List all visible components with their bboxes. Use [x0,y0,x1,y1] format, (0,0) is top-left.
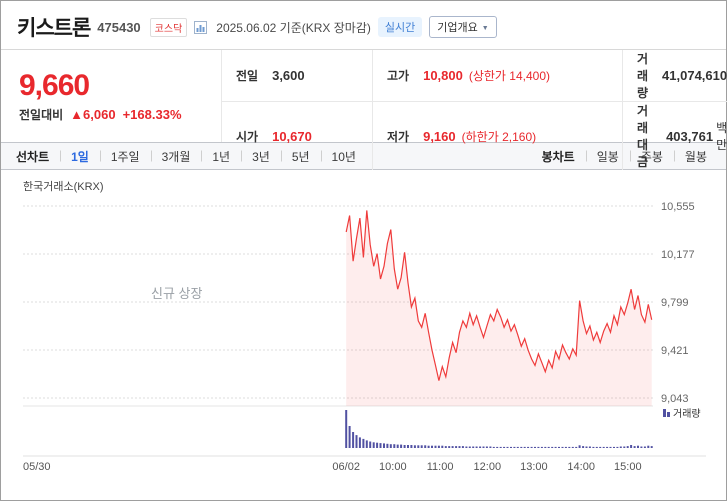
low-label: 저가 [387,129,410,144]
svg-text:한국거래소(KRX): 한국거래소(KRX) [23,180,104,193]
chevron-down-icon [482,21,489,33]
stock-code: 475430 [97,19,141,35]
period-tabs-group: 1일 1주일 3개월 1년 3년 5년 10년 [60,143,367,169]
svg-text:14:00: 14:00 [567,461,595,473]
tab-period-5년[interactable]: 5년 [281,143,321,169]
mini-chart-icon [194,20,208,34]
trade-value-value: 403,761 [666,128,714,144]
tab-period-3개월[interactable]: 3개월 [151,143,202,169]
tab-period-1일[interactable]: 1일 [60,143,100,169]
volume-label: 거래량 [637,52,649,100]
tab-period-1주일[interactable]: 1주일 [100,143,151,169]
change-value: 6,060 [83,107,116,122]
market-badge: 코스닥 [149,17,188,37]
svg-text:9,421: 9,421 [661,345,689,357]
realtime-badge[interactable]: 실시간 [377,17,423,37]
stock-chart: 10,555 10,177 9,799 9,421 9,043 05/30 06/02 10:… [23,180,706,473]
svg-text:11:00: 11:00 [427,461,454,473]
summary-table: 전일 3,600 고가 10,800 (상한가 14,400) 거래량 41,0… [221,50,727,170]
date-info: 2025.06.02 기준(KRX 장마감) [216,20,371,35]
tab-period-10년[interactable]: 10년 [321,143,367,169]
svg-text:9,799: 9,799 [661,297,689,309]
company-overview-button[interactable]: 기업개요 [429,16,497,38]
tab-candle-일봉[interactable]: 일봉 [586,143,630,169]
chart-tabbar: 선차트 1일 1주일 3개월 1년 3년 5년 10년 봉차트 일봉 주봉 월봉 [1,142,726,170]
high-value: 10,800 [423,68,463,83]
prev-close-label: 전일 [236,69,259,83]
svg-text:15:00: 15:00 [614,461,642,473]
price-change-row: 전일대비 ▲6,060 +168.33% [19,106,221,123]
svg-text:신규 상장: 신규 상장 [151,286,202,301]
volume-cell: 거래량 41,074,610 [622,50,727,101]
low-value: 9,160 [423,128,456,144]
current-price: 9,660 [19,69,90,102]
svg-text:거래량: 거래량 [673,408,701,420]
tab-candle-월봉[interactable]: 월봉 [674,143,718,169]
lower-limit-value: (하한가 2,160) [461,129,537,144]
price-panel: 9,660 전일대비 ▲6,060 +168.33% 전일 3,600 고가 10,… [1,50,727,170]
up-arrow-icon: ▲ [70,107,84,122]
candle-tabs-group: 일봉 주봉 월봉 [586,143,718,169]
chart-section: 10,555 10,177 9,799 9,421 9,043 05/30 06/02 10:… [1,170,726,483]
tab-period-3년[interactable]: 3년 [241,143,281,169]
prev-close-value: 3,600 [272,68,305,83]
stock-header: 키스트론 475430 코스닥 2025.06.02 기준(KRX 장마감) 실… [1,1,726,50]
svg-text:06/02: 06/02 [332,461,360,473]
tab-period-1년[interactable]: 1년 [201,143,241,169]
open-label: 시가 [236,129,259,144]
candle-tabs: 봉차트 일봉 주봉 월봉 [531,143,726,169]
low-cell: 저가 9,160 (하한가 2,160) [372,102,622,170]
summary-row: 전일 3,600 고가 10,800 (상한가 14,400) 거래량 41,0… [222,50,727,101]
svg-text:12:00: 12:00 [474,461,502,473]
candle-chart-label: 봉차트 [541,149,575,164]
open-cell: 시가 10,670 [222,102,372,170]
line-chart-label: 선차트 [16,149,50,164]
company-overview-label: 기업개요 [437,22,478,34]
svg-text:9,043: 9,043 [661,393,689,405]
svg-text:05/30: 05/30 [23,461,51,473]
change-label: 전일대비 [19,108,64,122]
volume-value: 41,074,610 [662,68,727,83]
tab-candle-주봉[interactable]: 주봉 [630,143,674,169]
svg-text:10,555: 10,555 [661,201,695,213]
open-value: 10,670 [272,128,312,144]
current-price-block: 9,660 전일대비 ▲6,060 +168.33% [1,50,221,142]
stock-name: 키스트론 [17,17,91,40]
upper-limit-value: (상한가 14,400) [468,69,551,83]
prev-close-cell: 전일 3,600 [222,50,372,101]
high-label: 고가 [387,69,410,83]
svg-text:13:00: 13:00 [520,461,548,473]
period-tabs: 선차트 1일 1주일 3개월 1년 3년 5년 10년 [1,143,367,169]
change-percent: +168.33% [122,107,182,122]
trade-value-unit: 백만 [716,121,727,152]
high-cell: 고가 10,800 (상한가 14,400) [372,50,622,101]
svg-text:10:00: 10:00 [379,461,407,473]
svg-text:10,177: 10,177 [661,249,695,261]
